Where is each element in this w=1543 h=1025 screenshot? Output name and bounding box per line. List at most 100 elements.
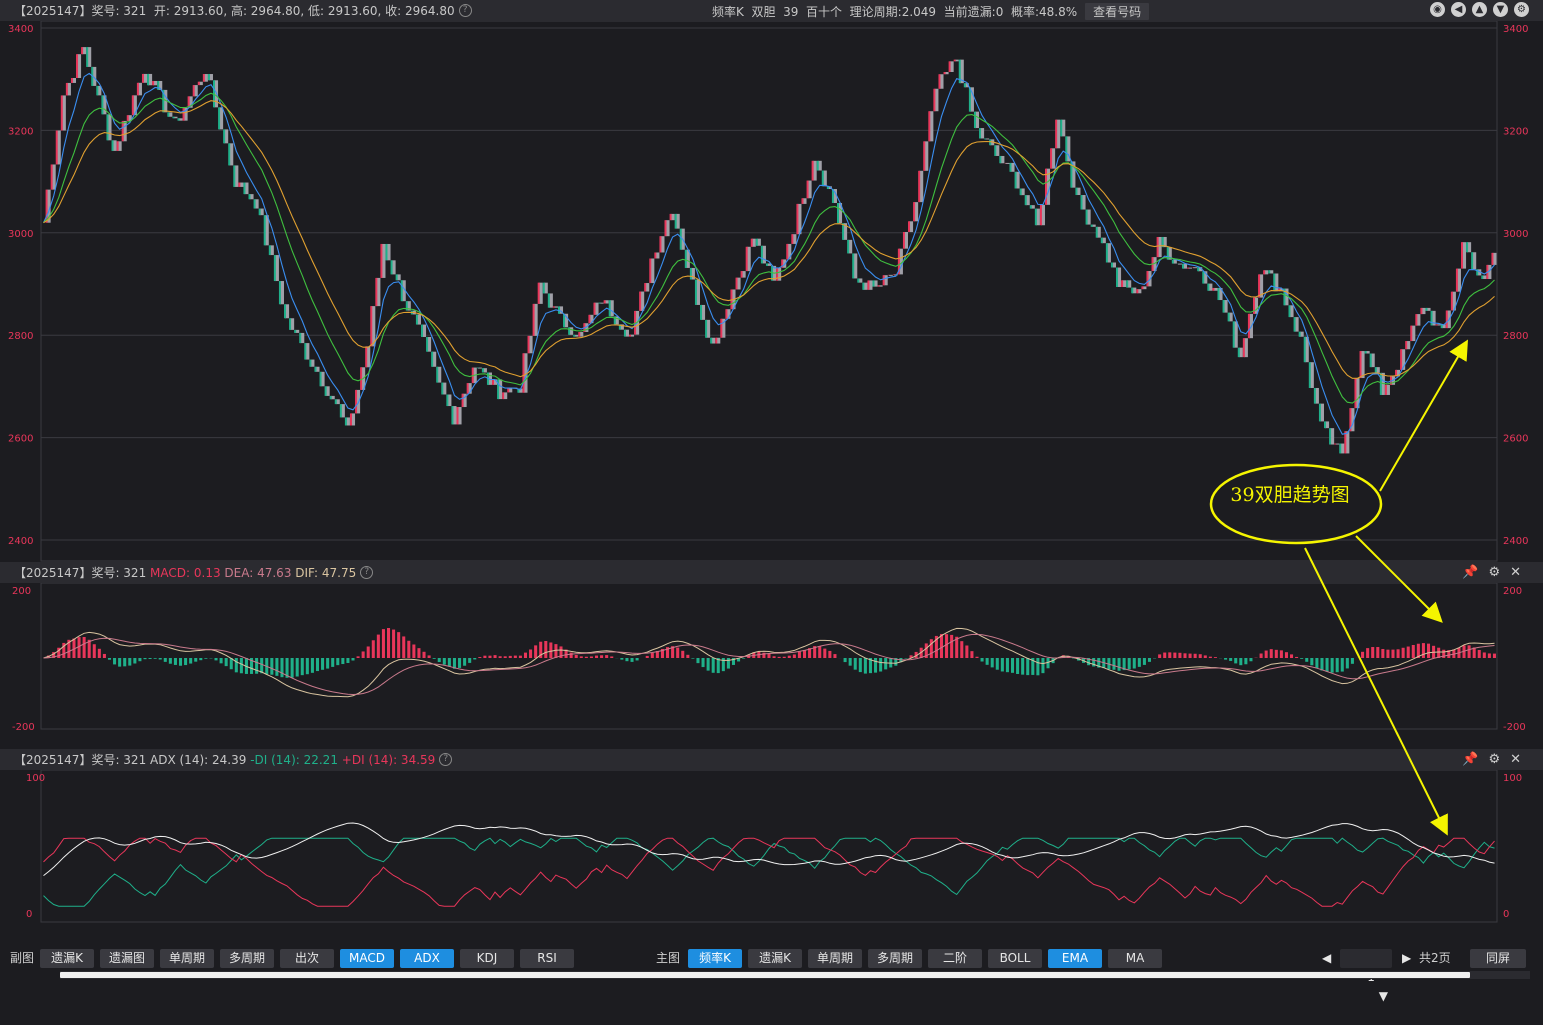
candle-body (787, 243, 792, 260)
y-tick-right: 3400 (1503, 24, 1528, 35)
pin-icon[interactable]: 📌 (1462, 752, 1479, 767)
candle-body (528, 335, 533, 354)
candle-body (1147, 271, 1152, 287)
candle-body (650, 258, 655, 284)
candle-body (112, 140, 117, 151)
candle-body (1385, 384, 1390, 395)
candle-body (614, 316, 619, 325)
macd-chart[interactable]: 200 200 -200 -200 (0, 583, 1543, 749)
candle-body (1208, 283, 1213, 291)
candle-body (87, 47, 92, 67)
candle-body (1015, 171, 1020, 189)
candle-body (1492, 252, 1497, 265)
y-tick-right: 100 (1503, 773, 1522, 784)
horizontal-scrollbar[interactable] (60, 971, 1530, 979)
candle-body (1172, 259, 1177, 264)
main-tab-3[interactable]: 多周期 (868, 949, 922, 968)
up-arrow-icon[interactable]: ▲ (1472, 2, 1487, 17)
plus-di-value: +DI (14): 34.59 (341, 752, 436, 767)
candle-body (1314, 387, 1319, 404)
main-tab-7[interactable]: MA (1108, 949, 1162, 968)
down-arrow-icon[interactable]: ▼ (1493, 2, 1508, 17)
adx-chart[interactable]: 100 100 0 0 (0, 770, 1543, 946)
candle-body (1238, 347, 1243, 358)
candle-body (437, 366, 442, 383)
annotation-layer: 39双胆趋势图 (1209, 339, 1469, 545)
back-icon[interactable]: ◀ (1451, 2, 1466, 17)
help-icon[interactable]: ? (439, 753, 453, 766)
candle-body (817, 160, 822, 171)
ema-lines (43, 72, 1495, 435)
candle-body (640, 291, 645, 311)
candle-body (1436, 324, 1441, 326)
candle-body (974, 111, 980, 129)
compass-icon[interactable]: ◉ (1430, 2, 1445, 17)
main-kline-chart[interactable]: 3400 3400 3200 3200 3000 3000 2800 2800 2600 2600… (0, 21, 1543, 562)
scroll-thumb[interactable] (60, 972, 1470, 978)
sub-tab-2[interactable]: 单周期 (160, 949, 214, 968)
candle-body (564, 313, 569, 328)
main-tab-2[interactable]: 单周期 (808, 949, 862, 968)
candle-body (320, 371, 325, 387)
candle-body (624, 329, 629, 337)
candle-body (219, 107, 224, 130)
candle-body (477, 367, 482, 369)
annotation-label: 39双胆趋势图 (1230, 484, 1349, 506)
candle-body (1218, 287, 1223, 301)
main-tab-5[interactable]: BOLL (988, 949, 1042, 968)
view-numbers-button[interactable]: 查看号码 (1085, 3, 1150, 20)
candle-body (203, 74, 208, 82)
candle-body (406, 301, 411, 311)
candle-body (802, 198, 807, 204)
candle-body (629, 334, 635, 337)
sub-tab-4[interactable]: 出次 (280, 949, 334, 968)
candle-body (726, 309, 731, 319)
same-screen-button[interactable]: 同屏 (1470, 949, 1526, 968)
prev-page-icon[interactable]: ◀ (1322, 951, 1332, 965)
dea-value: DEA: 47.63 (224, 565, 292, 580)
main-tab-4[interactable]: 二阶 (928, 949, 982, 968)
candle-body (832, 189, 837, 204)
candle-body (883, 275, 888, 286)
close-icon[interactable]: ✕ (1510, 565, 1521, 580)
sub-tab-1[interactable]: 遗漏图 (100, 949, 154, 968)
plus-di-line (43, 837, 1495, 907)
main-tab-0[interactable]: 频率K (688, 949, 742, 968)
sub-tab-5[interactable]: MACD (340, 949, 394, 968)
sub-tab-6[interactable]: ADX (400, 949, 454, 968)
close-icon[interactable]: ✕ (1510, 752, 1521, 767)
candle-body (77, 54, 82, 78)
candle-body (1213, 287, 1218, 291)
candle-body (1319, 403, 1325, 422)
settings-icon[interactable]: ⚙ (1488, 752, 1501, 767)
settings-icon[interactable]: ⚙ (1514, 2, 1529, 17)
candle-body (1188, 267, 1193, 269)
candle-body (574, 334, 579, 337)
main-tab-6[interactable]: EMA (1048, 949, 1102, 968)
candle-body (198, 81, 203, 86)
main-tab-1[interactable]: 遗漏K (748, 949, 802, 968)
candle-body (482, 368, 487, 373)
candle-body (518, 388, 523, 393)
candle-body (1091, 224, 1096, 227)
candle-body (665, 220, 670, 237)
sub-tab-8[interactable]: RSI (520, 949, 574, 968)
macd-frame (40, 583, 1498, 730)
candle-body (1193, 267, 1198, 269)
candle-body (61, 95, 66, 131)
help-icon[interactable]: ? (360, 566, 374, 579)
candle-body (142, 73, 148, 83)
candle-body (741, 271, 746, 278)
sub-tab-0[interactable]: 遗漏K (40, 949, 94, 968)
candle-body (1335, 443, 1340, 445)
page-select[interactable]: 1 ▼ (1340, 949, 1392, 1003)
sub-tab-3[interactable]: 多周期 (220, 949, 274, 968)
macd-grid (40, 583, 1498, 730)
next-page-icon[interactable]: ▶ (1402, 951, 1412, 965)
pin-icon[interactable]: 📌 (1462, 565, 1479, 580)
candle-body (371, 306, 376, 347)
main-chart-label: 主图 (656, 951, 681, 965)
sub-tab-7[interactable]: KDJ (460, 949, 514, 968)
settings-icon[interactable]: ⚙ (1488, 565, 1501, 580)
help-icon[interactable]: ? (458, 4, 472, 17)
